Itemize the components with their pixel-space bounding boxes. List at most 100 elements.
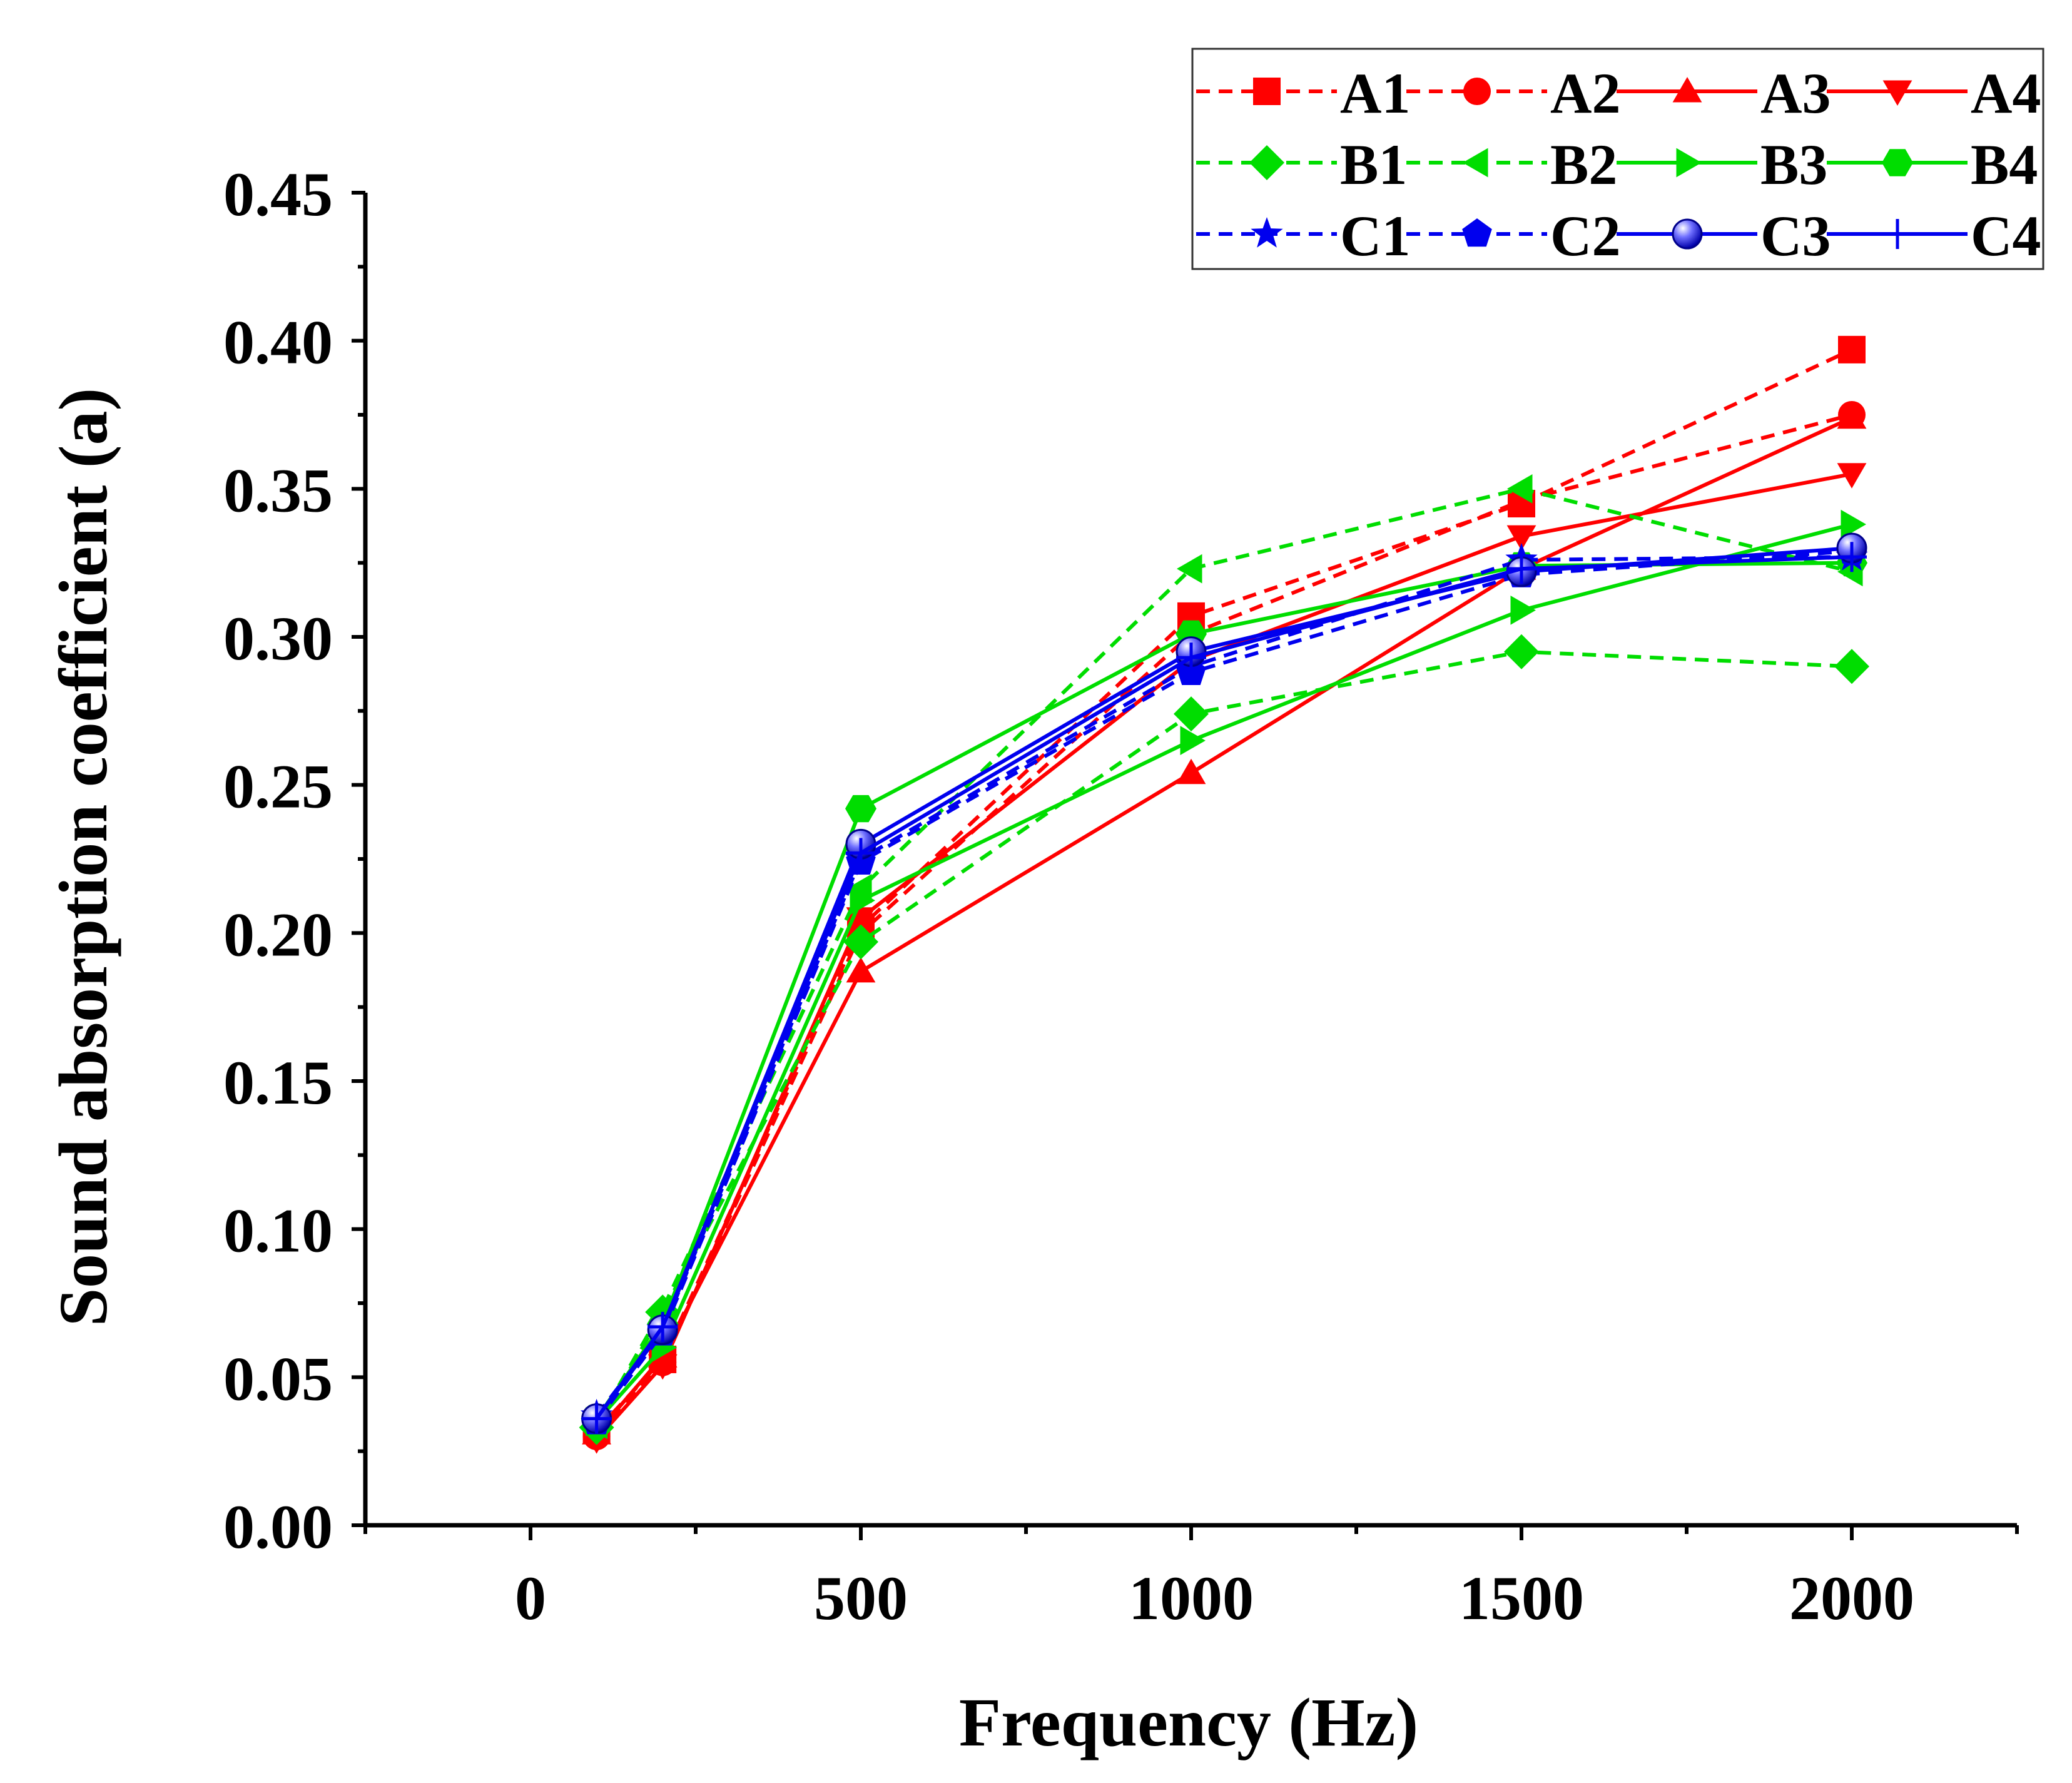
x-axis-ticks: 0 500 1000 1500 2000 (363, 1525, 2019, 1633)
legend-item-B1: B1 (1196, 133, 1407, 196)
series-C1 (580, 540, 1868, 1430)
legend-item-B3: B3 (1617, 133, 1827, 196)
series-line-C3 (595, 546, 1852, 1420)
data-point-B3 (1510, 596, 1536, 625)
legend-label: C2 (1550, 204, 1620, 268)
y-axis-label: Sound absorption coefficient (a) (45, 388, 121, 1326)
legend-label: B2 (1550, 133, 1617, 196)
series-line-C1 (595, 555, 1852, 1417)
y-tick-label: 0.05 (223, 1344, 333, 1413)
y-tick-label: 0.15 (223, 1048, 333, 1117)
legend-item-A3: A3 (1617, 61, 1831, 125)
data-point-C4 (1506, 554, 1536, 584)
series-line-B2 (594, 487, 1852, 1426)
legend: A1 A2 A3 A4 B1 B2 B3 B4 C1 C2 C3 C4 (1191, 48, 2044, 270)
series-B4 (581, 549, 1867, 1433)
x-tick-label: 0 (515, 1563, 546, 1633)
series-line-B3 (595, 522, 1852, 1423)
legend-item-B4: B4 (1827, 133, 2038, 196)
series-A1 (582, 335, 1866, 1445)
series-C2 (581, 535, 1867, 1435)
y-tick-label: 0.20 (223, 900, 333, 969)
legend-label: C4 (1971, 204, 2041, 268)
data-point-B1 (843, 924, 878, 960)
plot-axes: 0.00 0.05 0.10 0.15 0.20 0.25 0.30 0.35 0.40 0.45… (223, 160, 2019, 1633)
legend-label: B1 (1340, 133, 1407, 196)
y-tick-label: 0.40 (223, 308, 333, 377)
legend-label: C3 (1760, 204, 1831, 268)
y-tick-label: 0.10 (223, 1196, 333, 1266)
legend-marker (1463, 148, 1488, 178)
legend-item-A4: A4 (1827, 61, 2041, 125)
x-tick-label: 500 (814, 1563, 908, 1633)
series-line-A1 (595, 348, 1853, 1432)
y-tick-label: 0.30 (223, 604, 333, 673)
data-point-A3 (1176, 758, 1206, 785)
legend-marker (1251, 217, 1283, 248)
series-line-A3 (595, 415, 1853, 1435)
x-tick-label: 1500 (1459, 1563, 1584, 1633)
legend-marker (1882, 80, 1912, 106)
legend-item-C3: C3 (1617, 204, 1831, 268)
data-point-A3 (846, 957, 876, 983)
legend-label: B3 (1760, 133, 1827, 196)
legend-item-C4: C4 (1827, 204, 2041, 268)
x-axis-label: Frequency (Hz) (959, 1684, 1418, 1760)
legend-label: B4 (1971, 133, 2038, 196)
series-line-C4 (595, 555, 1852, 1420)
series-line-A2 (595, 413, 1852, 1438)
data-point-B2 (1177, 554, 1202, 584)
series-line-B4 (595, 561, 1852, 1420)
y-tick-label: 0.45 (223, 160, 333, 229)
legend-item-C1: C1 (1196, 204, 1410, 268)
legend-label: A2 (1550, 61, 1620, 125)
series-B2 (582, 474, 1863, 1440)
legend-label: A1 (1340, 61, 1410, 125)
x-tick-label: 1000 (1129, 1563, 1254, 1633)
data-point-B1 (1504, 634, 1539, 669)
series-A2 (582, 401, 1866, 1450)
y-tick-label: 0.00 (223, 1492, 333, 1562)
legend-item-C2: C2 (1406, 204, 1620, 268)
legend-item-B2: B2 (1406, 133, 1617, 196)
series-C3 (581, 532, 1867, 1435)
data-point-A4 (1506, 525, 1536, 551)
data-point-B1 (1174, 696, 1209, 732)
data-point-C4 (581, 1403, 612, 1434)
y-tick-label: 0.25 (223, 752, 333, 821)
series-A4 (582, 463, 1867, 1454)
y-axis-ticks: 0.00 0.05 0.10 0.15 0.20 0.25 0.30 0.35 0.40 0.45 (223, 160, 365, 1562)
series-line-C2 (595, 549, 1852, 1423)
data-point-B2 (1507, 474, 1533, 504)
data-point-A1 (1838, 335, 1866, 363)
series-line-B1 (594, 649, 1852, 1429)
series-line-A4 (595, 472, 1852, 1441)
x-tick-label: 2000 (1789, 1563, 1914, 1633)
legend-marker (1463, 78, 1491, 105)
y-tick-label: 0.35 (223, 455, 333, 525)
data-point-B1 (1834, 649, 1869, 684)
data-point-A4 (648, 1354, 678, 1380)
legend-marker (1249, 145, 1284, 180)
legend-label: C1 (1340, 204, 1410, 268)
legend-marker (1882, 149, 1913, 176)
legend-marker (1676, 148, 1702, 178)
legend-marker (1253, 78, 1281, 105)
legend-marker (1462, 218, 1492, 247)
data-point-C4 (1176, 643, 1206, 673)
data-point-C4 (846, 838, 876, 868)
legend-marker (1672, 218, 1703, 250)
data-point-A4 (1837, 463, 1867, 489)
data-point-B3 (850, 885, 875, 915)
data-point-B3 (1841, 509, 1866, 539)
data-point-C4 (1837, 542, 1867, 572)
data-point-C4 (648, 1311, 678, 1342)
legend-item-A1: A1 (1196, 61, 1410, 125)
legend-marker (1882, 219, 1912, 249)
data-point-A3 (1837, 403, 1867, 429)
legend-item-A2: A2 (1406, 61, 1620, 125)
legend-label: A3 (1760, 61, 1831, 125)
legend-marker (1672, 77, 1702, 103)
legend-label: A4 (1971, 61, 2041, 125)
